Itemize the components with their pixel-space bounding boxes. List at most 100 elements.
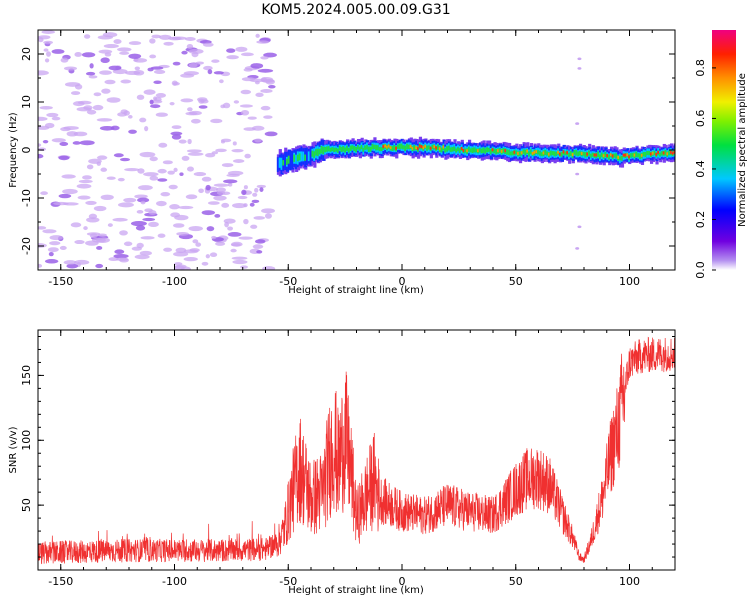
noise-blob <box>206 226 215 232</box>
colorbar-label: Normalized spectral amplitude <box>737 73 748 227</box>
signal-cell <box>639 153 643 159</box>
noise-blob <box>89 63 94 69</box>
noise-blob <box>211 59 220 63</box>
noise-blob <box>81 52 96 58</box>
noise-blob <box>60 57 69 63</box>
signal-cell <box>346 145 350 151</box>
noise-blob <box>96 155 108 160</box>
signal-cell <box>528 151 532 157</box>
noise-blob <box>39 106 53 110</box>
noise-blob <box>113 39 122 44</box>
noise-blob <box>41 30 56 34</box>
noise-blob <box>171 125 182 130</box>
noise-blob <box>187 138 192 145</box>
noise-blob <box>226 48 236 53</box>
noise-blob <box>143 89 156 95</box>
noise-blob <box>140 200 146 205</box>
colorbar-tick-label: 0.8 <box>694 59 707 77</box>
signal-cell <box>313 151 317 158</box>
noise-blob <box>183 249 199 254</box>
signal-cell <box>380 147 384 152</box>
noise-blob <box>256 184 266 189</box>
noise-blob <box>139 250 152 256</box>
noise-blob <box>124 168 140 172</box>
noise-blob <box>136 242 144 249</box>
noise-blob <box>257 68 274 73</box>
noise-blob <box>219 79 224 84</box>
noise-blob <box>106 176 116 180</box>
noise-blob <box>96 237 110 243</box>
noise-blob <box>187 107 193 112</box>
noise-blob <box>168 184 178 190</box>
noise-blob <box>241 52 254 57</box>
signal-cell <box>544 149 548 156</box>
noise-blob <box>100 194 114 201</box>
signal-cell <box>307 151 312 162</box>
signal-cell <box>340 147 344 152</box>
noise-blob <box>157 233 166 238</box>
noise-blob <box>223 218 236 224</box>
noise-blob <box>66 131 78 137</box>
signal-cell <box>284 151 288 171</box>
noise-blob <box>203 65 213 71</box>
noise-blob <box>263 115 273 119</box>
noise-blob <box>49 241 61 246</box>
noise-blob <box>79 140 95 146</box>
colorbar-tick-label: 0.2 <box>694 211 707 229</box>
spectrogram-ylabel: Frequency (Hz) <box>8 112 19 188</box>
noise-blob <box>162 160 173 165</box>
signal-cell <box>604 151 608 158</box>
noise-blob <box>128 53 142 59</box>
noise-blob <box>167 170 175 175</box>
noise-blob <box>144 208 153 213</box>
signal-cell <box>613 153 617 158</box>
noise-blob <box>106 97 121 103</box>
signal-cell <box>644 151 648 157</box>
noise-blob <box>149 54 157 59</box>
signal-cell <box>402 145 406 150</box>
signal-cell <box>440 147 444 153</box>
noise-blob <box>172 61 181 66</box>
snr-xtick-label: 100 <box>619 575 640 588</box>
signal-cell <box>653 150 657 155</box>
noise-blob <box>63 202 79 206</box>
noise-blob <box>195 61 205 65</box>
noise-blob <box>71 91 81 96</box>
signal-cell <box>291 151 295 170</box>
noise-blob <box>107 223 113 227</box>
noise-blob <box>188 225 204 232</box>
noise-blob <box>149 99 154 105</box>
noise-blob <box>72 101 85 107</box>
noise-blob <box>207 201 220 205</box>
signal-cell <box>489 149 494 155</box>
signal-cell <box>391 146 395 151</box>
noise-blob <box>70 222 82 228</box>
noise-blob <box>77 195 91 200</box>
noise-blob <box>61 174 76 179</box>
noise-blob <box>38 35 51 40</box>
signal-cell <box>464 148 468 153</box>
noise-blob <box>128 129 137 134</box>
noise-blob <box>261 208 275 214</box>
noise-blob <box>123 197 137 203</box>
spectrogram-ytick-label: -20 <box>20 237 33 255</box>
noise-blob <box>108 257 119 262</box>
spectrogram-xtick-label: 0 <box>399 275 406 288</box>
noise-blob <box>254 138 262 143</box>
noise-blob <box>117 177 125 182</box>
noise-blob <box>59 245 67 251</box>
noise-blob <box>160 191 171 197</box>
noise-blob <box>264 131 278 137</box>
signal-cell <box>555 151 559 156</box>
noise-blob <box>74 240 85 245</box>
signal-cell <box>471 147 475 154</box>
signal-cell <box>326 146 330 152</box>
noise-blob <box>86 109 97 115</box>
signal-cell <box>487 147 492 152</box>
signal-cell <box>324 146 328 153</box>
signal-cell <box>331 147 335 152</box>
signal-cell <box>366 145 370 150</box>
noise-blob <box>252 192 258 197</box>
spectrogram-ytick-label: 0 <box>20 147 33 154</box>
